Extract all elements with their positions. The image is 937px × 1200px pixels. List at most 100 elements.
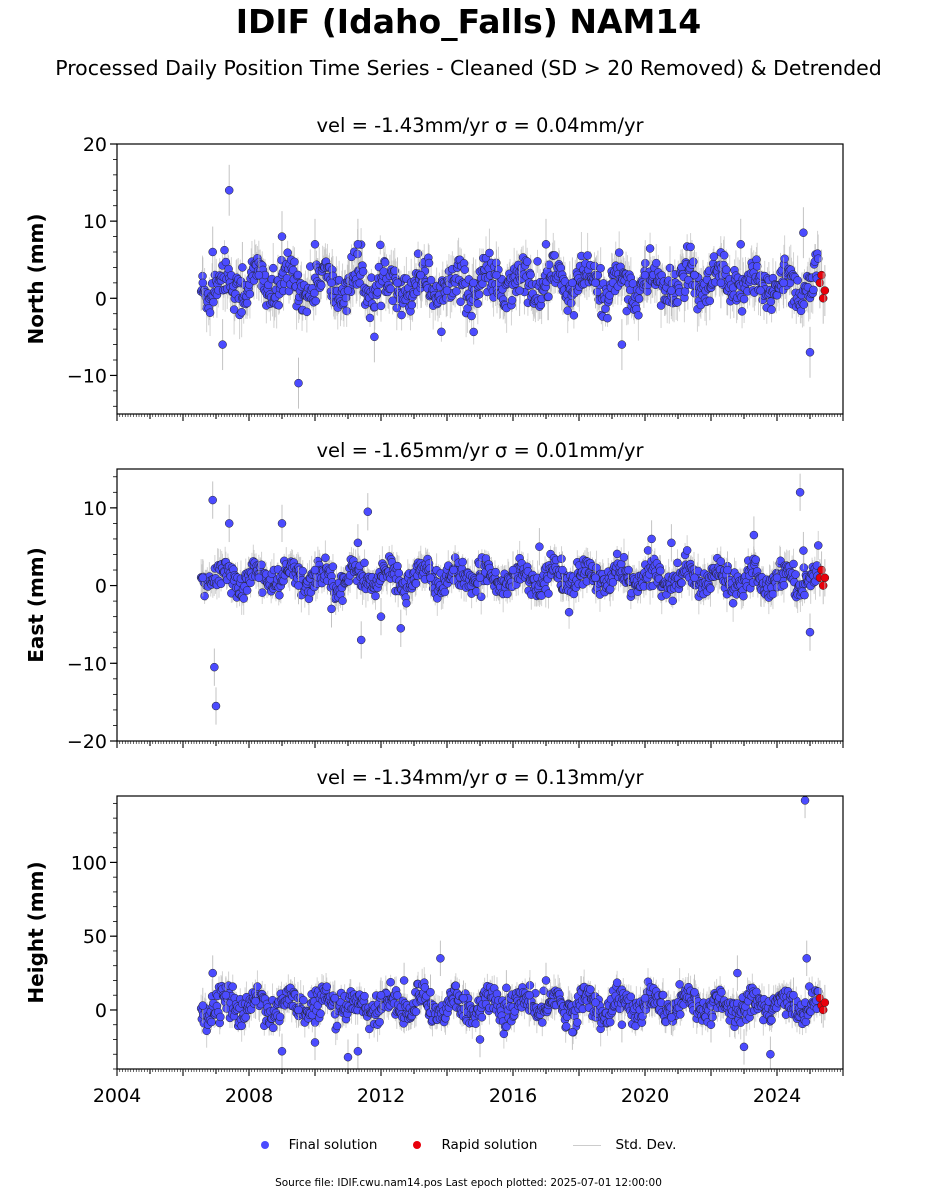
final-solution-point bbox=[440, 587, 450, 597]
final-solution-point bbox=[673, 298, 682, 307]
plot-area-height bbox=[196, 796, 830, 1069]
final-solution-point bbox=[541, 240, 551, 249]
final-solution-point bbox=[780, 254, 789, 263]
final-solution-point bbox=[809, 285, 818, 295]
final-solution-point bbox=[310, 565, 320, 575]
final-solution-point bbox=[426, 275, 436, 285]
final-solution-point bbox=[239, 594, 248, 603]
final-solution-point bbox=[283, 248, 292, 257]
final-solution-point bbox=[373, 288, 382, 297]
final-solution-point bbox=[814, 541, 823, 550]
final-solution-point bbox=[327, 604, 336, 614]
final-solution-point bbox=[424, 258, 434, 268]
final-solution-point bbox=[558, 565, 567, 575]
final-solution-point bbox=[564, 607, 574, 617]
final-solution-point bbox=[503, 589, 512, 599]
final-solution-point bbox=[200, 591, 209, 601]
final-solution-point bbox=[706, 584, 715, 593]
final-solution-point bbox=[751, 555, 761, 564]
final-solution-point bbox=[224, 186, 234, 195]
final-solution-point bbox=[376, 612, 386, 621]
final-solution-point bbox=[736, 240, 745, 249]
final-solution-point bbox=[407, 300, 417, 310]
final-solution-point bbox=[356, 635, 366, 645]
final-solution-point bbox=[752, 262, 762, 271]
final-solution-point bbox=[682, 546, 692, 555]
final-solution-point bbox=[779, 278, 788, 288]
final-solution-point bbox=[665, 263, 675, 273]
final-solution-point bbox=[476, 592, 486, 602]
final-solution-point bbox=[795, 488, 805, 497]
final-solution-point bbox=[327, 278, 336, 288]
final-solution-point bbox=[612, 549, 622, 559]
final-solution-point bbox=[634, 311, 643, 320]
y-tick-label: 0 bbox=[95, 576, 107, 598]
final-solution-point bbox=[469, 327, 478, 337]
final-solution-point bbox=[739, 591, 748, 601]
final-solution-point bbox=[216, 579, 226, 588]
final-solution-point bbox=[689, 257, 698, 266]
final-solution-point bbox=[321, 553, 330, 563]
panel-title-north: vel = -1.43mm/yr σ = 0.04mm/yr bbox=[316, 114, 644, 137]
final-solution-point bbox=[242, 298, 252, 308]
final-solution-point bbox=[302, 307, 312, 317]
final-solution-point bbox=[376, 240, 385, 250]
final-solution-point bbox=[363, 507, 373, 516]
final-solution-point bbox=[208, 247, 217, 257]
final-solution-point bbox=[652, 258, 661, 268]
final-solution-point bbox=[268, 263, 278, 273]
final-solution-point bbox=[668, 596, 677, 606]
final-solution-point bbox=[456, 297, 465, 307]
panel-title-east: vel = -1.65mm/yr σ = 0.01mm/yr bbox=[316, 439, 644, 462]
final-solution-point bbox=[317, 281, 326, 290]
final-solution-point bbox=[474, 290, 484, 299]
final-solution-point bbox=[583, 251, 592, 260]
final-solution-point bbox=[394, 568, 404, 578]
final-solution-point bbox=[402, 599, 411, 608]
final-solution-cloud-east bbox=[196, 530, 823, 629]
y-tick-label: −10 bbox=[67, 365, 107, 387]
y-tick-label: 20 bbox=[83, 134, 107, 156]
final-solution-point bbox=[449, 565, 458, 575]
final-solution-point bbox=[293, 270, 303, 280]
final-solution-point bbox=[338, 596, 347, 605]
final-solution-point bbox=[220, 245, 229, 255]
final-solution-point bbox=[722, 265, 731, 274]
final-solution-point bbox=[224, 519, 234, 528]
final-solution-point bbox=[566, 298, 576, 308]
final-solution-point bbox=[791, 570, 800, 579]
final-solution-point bbox=[370, 332, 379, 342]
final-solution-point bbox=[467, 311, 476, 321]
final-solution-point bbox=[779, 580, 789, 590]
final-solution-point bbox=[392, 303, 402, 313]
final-solution-point bbox=[716, 278, 726, 288]
final-solution-point bbox=[274, 301, 283, 310]
final-solution-point bbox=[277, 232, 287, 241]
final-solution-point bbox=[437, 327, 446, 337]
final-solution-point bbox=[805, 348, 815, 357]
final-solution-point bbox=[473, 299, 483, 308]
y-axis-label-east: East (mm) bbox=[24, 547, 48, 663]
final-solution-point bbox=[767, 305, 776, 314]
final-solution-point bbox=[544, 589, 553, 598]
final-solution-point bbox=[526, 270, 535, 280]
final-solution-point bbox=[508, 565, 518, 575]
final-solution-point bbox=[257, 588, 267, 597]
rapid-solution-point bbox=[818, 581, 828, 590]
final-solution-point bbox=[719, 250, 729, 260]
final-series-east bbox=[198, 473, 815, 725]
final-solution-point bbox=[205, 308, 215, 317]
final-solution-point bbox=[705, 296, 715, 306]
final-solution-point bbox=[614, 248, 624, 257]
final-solution-point bbox=[533, 257, 542, 266]
rapid-solution-point bbox=[820, 286, 830, 295]
final-solution-point bbox=[294, 581, 303, 590]
final-solution-point bbox=[393, 561, 402, 571]
final-solution-point bbox=[772, 573, 782, 583]
final-solution-point bbox=[360, 558, 369, 568]
final-solution-point bbox=[603, 313, 612, 323]
final-solution-point bbox=[358, 267, 368, 276]
final-solution-point bbox=[485, 248, 494, 258]
